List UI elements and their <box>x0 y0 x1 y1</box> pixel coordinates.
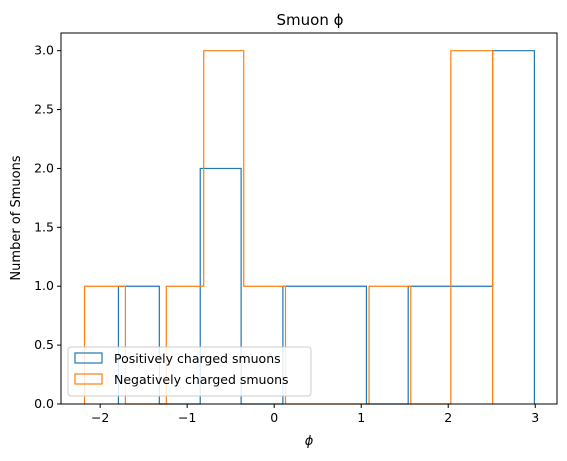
y-tick-label: 0.5 <box>34 337 54 352</box>
x-axis-label: ϕ <box>305 434 314 449</box>
y-axis-ticks: 0.0 0.5 1.0 1.5 2.0 2.5 3.0 <box>34 43 61 411</box>
histogram-bar <box>493 51 535 404</box>
x-tick-label: 0 <box>270 410 278 425</box>
y-axis-label: Number of Smuons <box>9 155 24 280</box>
x-tick-label: −1 <box>178 410 196 425</box>
legend-label: Negatively charged smuons <box>114 372 289 387</box>
histogram-bar <box>324 286 367 404</box>
legend-label: Positively charged smuons <box>114 351 281 366</box>
legend-item: Positively charged smuons <box>74 351 281 366</box>
legend: Positively charged smuons Negatively char… <box>67 346 312 397</box>
legend-items: Positively charged smuons Negatively char… <box>74 351 289 387</box>
y-tick-label: 1.5 <box>34 219 54 234</box>
legend-swatch <box>74 373 103 385</box>
x-tick-label: 1 <box>357 410 365 425</box>
histogram-bar <box>408 286 451 404</box>
legend-box <box>67 346 312 397</box>
x-tick-label: −2 <box>91 410 109 425</box>
y-tick-label: 3.0 <box>34 43 54 58</box>
y-tick-label: 1.0 <box>34 278 54 293</box>
x-tick-label: 3 <box>531 410 539 425</box>
chart-title: Smuon ϕ <box>277 11 344 29</box>
y-tick-label: 2.5 <box>34 102 54 117</box>
histogram-bar <box>451 51 493 404</box>
legend-swatch <box>74 352 103 364</box>
y-tick-label: 2.0 <box>34 160 54 175</box>
plot-frame <box>60 32 558 405</box>
histogram-bar <box>369 286 411 404</box>
y-tick-label: 0.0 <box>34 396 54 411</box>
x-axis-ticks: −2 −1 0 1 2 3 <box>91 404 539 425</box>
legend-item: Negatively charged smuons <box>74 372 289 387</box>
x-tick-label: 2 <box>444 410 452 425</box>
